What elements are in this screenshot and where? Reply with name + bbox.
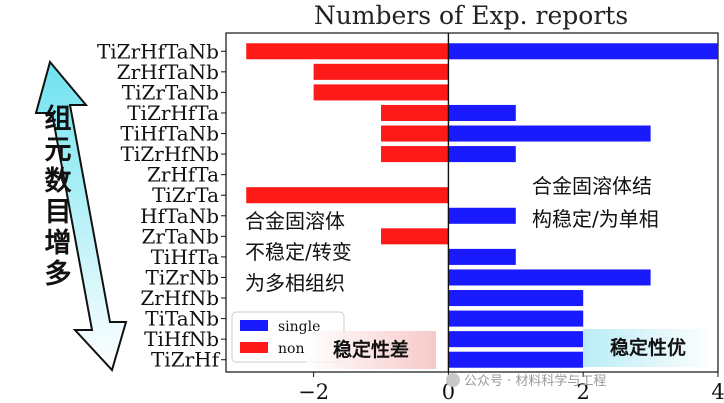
wechat-icon [446,373,460,387]
bar-single-TiZrHfTa [448,104,516,121]
x-tick-label: −2 [298,380,329,403]
bar-single-TiZrHf [448,351,584,368]
legend-label-non: non [278,341,304,357]
annotation-line: 构稳定/为单相 [532,207,659,231]
bar-single-TiZrNb [448,269,651,286]
plot-frame [225,32,719,373]
stable-annotation: 合金固溶体结 构稳定/为单相 [532,170,659,236]
arrow-char: 数 [44,166,72,197]
arrow-char: 元 [44,135,72,166]
x-tick-label: 4 [711,380,724,403]
y-tick-label: TiZrHfTa [127,101,219,125]
bar-single-TiHfTaNb [448,125,651,142]
annotation-line: 为多相组织 [245,271,345,295]
bar-non-TiHfTaNb [381,125,449,142]
y-tick-label: TiZrHfNb [121,142,219,166]
y-tick-label: TiZrTaNb [122,80,219,104]
arrow-char: 多 [44,259,72,290]
arrow-char: 增 [44,228,72,259]
poor-stability-badge: 稳定性差 [306,331,436,369]
bar-single-TiHfTa [448,248,516,265]
y-tick-label: TiTaNb [145,307,219,331]
bar-single-TiZrHfTaNb [448,43,718,60]
unstable-annotation: 合金固溶体 不稳定/转变 为多相组织 [245,206,352,299]
y-tick-label: ZrHfNb [140,286,219,310]
y-tick-label: ZrHfTaNb [117,60,219,84]
bar-single-TiZrHfNb [448,146,516,163]
stack-arrow-shape [34,59,128,372]
watermark: 公众号 · 材料科学与工程 [446,370,606,389]
annotation-line: 合金固溶体结 [532,174,652,198]
bar-single-ZrHfNb [448,290,584,307]
y-tick-label: TiZrTa [152,183,219,207]
bar-non-TiZrHfTaNb [246,43,449,60]
bar-single-TiHfNb [448,331,584,348]
annotation-line: 合金固溶体 [245,209,345,233]
arrow-char: 目 [44,197,72,228]
chart-title: Numbers of Exp. reports [314,1,628,30]
bar-non-TiZrHfTa [381,104,449,121]
bar-single-TiTaNb [448,310,584,327]
watermark-text: 公众号 · 材料科学与工程 [464,374,607,389]
bar-non-TiZrTaNb [313,84,449,101]
bar-non-ZrHfTaNb [313,63,449,80]
x-tick-label: 2 [577,380,590,403]
legend-swatch-non [240,342,268,353]
bar-non-TiZrTa [246,187,449,204]
y-tick-label: TiHfTaNb [120,122,219,146]
arrow-char: 组 [44,104,72,135]
y-tick-label: ZrTaNb [142,224,219,248]
arrow-label: 组 元 数 目 增 多 [30,104,86,290]
y-tick-label: TiHfNb [144,327,219,351]
y-tick-label: HfTaNb [140,204,219,228]
plot-area: TiZrHfTaNbZrHfTaNbTiZrTaNbTiZrHfTaTiHfTa… [97,32,724,403]
bar-non-TiZrHfNb [381,146,449,163]
bar-non-ZrTaNb [381,228,449,245]
y-tick-label: TiZrHf [151,348,221,372]
legend-swatch-single [240,320,268,331]
good-stability-badge: 稳定性优 [583,329,713,367]
y-tick-label: TiZrHfTaNb [97,39,219,63]
y-tick-label: TiHfTa [151,245,219,269]
y-tick-label: ZrHfTa [147,163,219,187]
bar-single-HfTaNb [448,207,516,224]
y-tick-label: TiZrNb [146,265,220,289]
annotation-line: 不稳定/转变 [245,240,352,264]
